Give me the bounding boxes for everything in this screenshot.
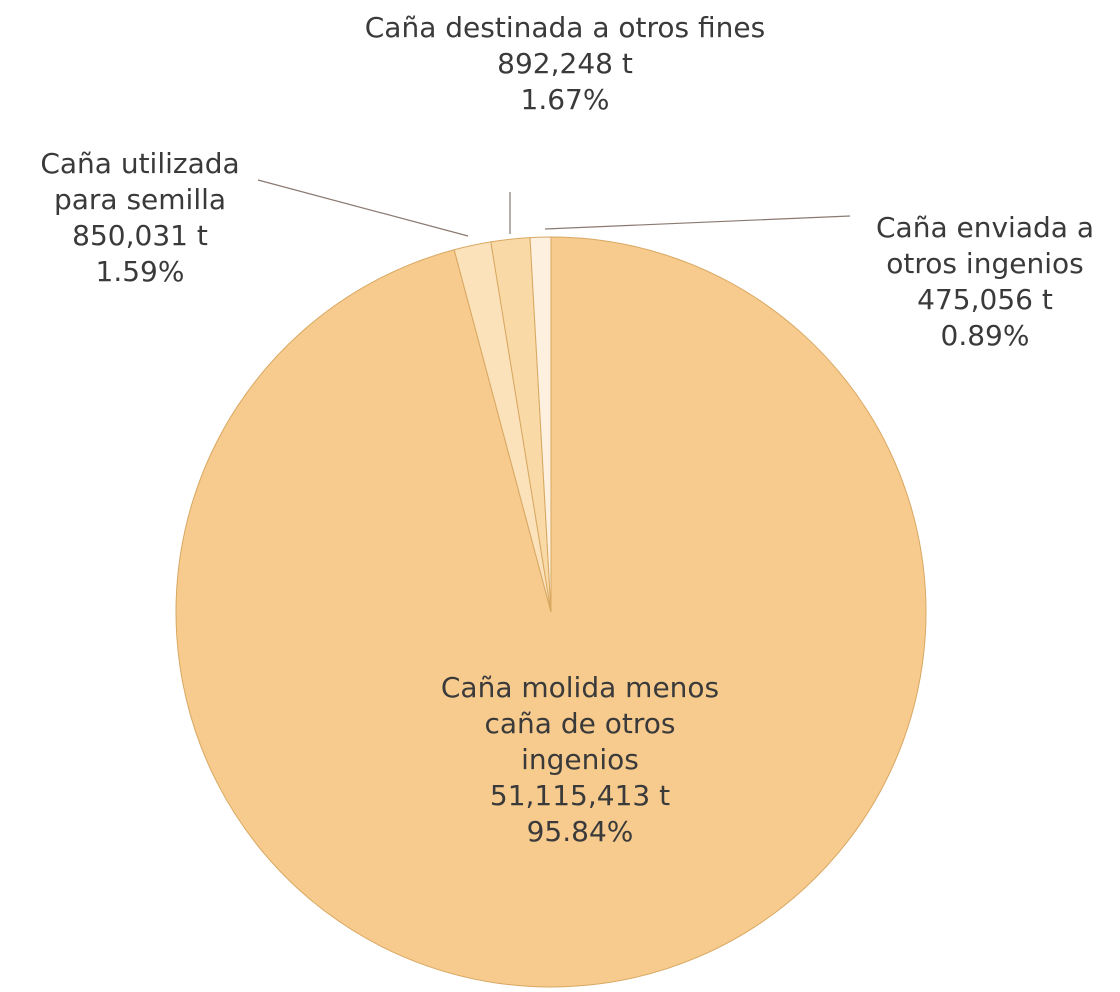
percentage-label: 1.67%	[520, 83, 610, 116]
category-label: Caña molida menos caña de otros ingenios	[440, 671, 720, 776]
category-label: Caña utilizada para semilla	[40, 147, 240, 216]
leader-line	[544, 215, 851, 230]
value-label: 475,056 t	[917, 283, 1053, 316]
slice	[529, 236, 552, 613]
leader-line	[257, 179, 469, 237]
value-label: 892,248 t	[497, 47, 633, 80]
value-label: 51,115,413 t	[489, 779, 671, 812]
percentage-label: 1.59%	[95, 255, 185, 288]
value-label: 850,031 t	[72, 219, 208, 252]
category-label: Caña enviada a otros ingenios	[876, 211, 1094, 280]
slice-label: Caña molida menos caña de otros ingenios…	[430, 670, 730, 850]
pie	[175, 236, 927, 988]
percentage-label: 0.89%	[940, 319, 1030, 352]
percentage-label: 95.84%	[526, 815, 634, 848]
slice-label: Caña destinada a otros fines 892,248 t 1.6…	[350, 10, 780, 118]
slice-label: Caña utilizada para semilla 850,031 t 1.59…	[5, 146, 275, 290]
category-label: Caña destinada a otros fines	[364, 11, 766, 44]
slice-label: Caña enviada a otros ingenios 475,056 t 0.…	[840, 210, 1120, 354]
